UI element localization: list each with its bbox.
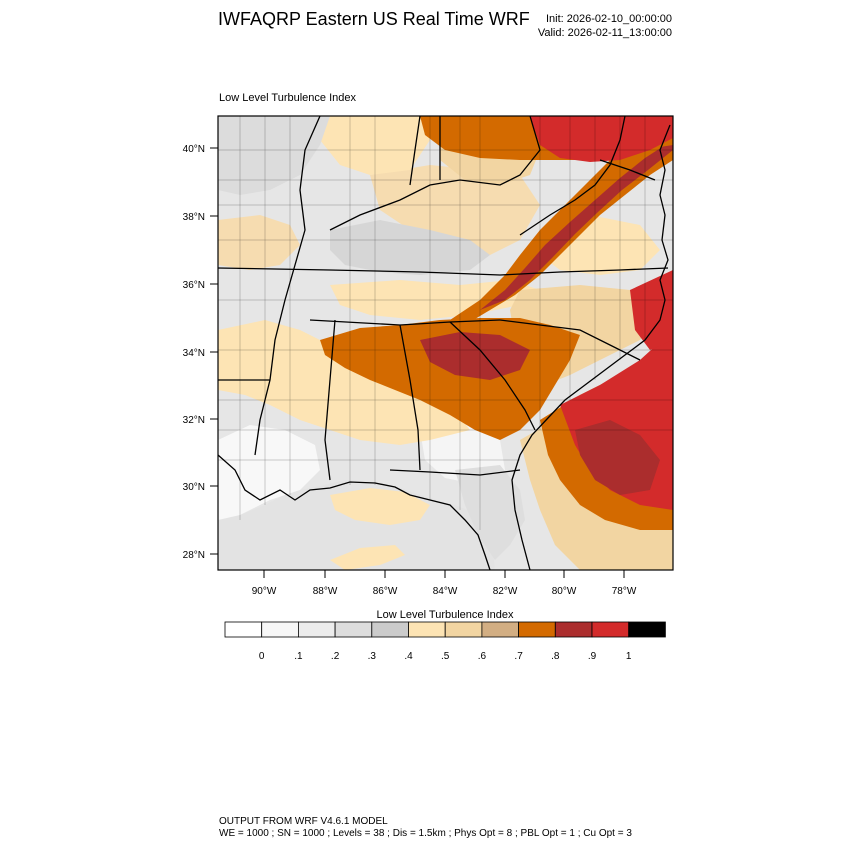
gray-zone-florida [455, 465, 525, 560]
border-al-ga [399, 324, 421, 471]
colorbar-label: .7 [514, 651, 523, 662]
lon-label-82: 82°W [493, 586, 518, 597]
colorbar-label: 1 [626, 651, 632, 662]
colorbar-label: .8 [551, 651, 560, 662]
white-zone-louisiana [218, 425, 320, 520]
colorbar-box [408, 621, 446, 638]
gulf-tan-patch [330, 488, 430, 525]
border-ga-fl [389, 469, 521, 476]
colorbar-box [554, 621, 593, 638]
colorbar-label: .9 [588, 651, 597, 662]
red-band-appalachians [480, 140, 673, 310]
colorbar-box [261, 621, 299, 638]
colorbar [224, 621, 666, 638]
footer-config-line: WE = 1000 ; SN = 1000 ; Levels = 38 ; Di… [219, 828, 632, 839]
colorbar-labels: 0 .1 .2 .3 .4 .5 .6 .7 .8 .9 1 [259, 651, 632, 662]
lat-label-34: 34°N [183, 348, 205, 359]
ocean-dark-red [575, 420, 660, 495]
tan-zone-kentucky [370, 165, 540, 255]
tan-zone-arkansas [218, 215, 300, 270]
colorbar-label: .1 [294, 651, 303, 662]
colorbar-box [518, 621, 556, 638]
lon-axis: 90°W 88°W 86°W 84°W 82°W 80°W 78°W [252, 570, 637, 597]
colorbar-box [297, 621, 336, 638]
gray-zone-kentucky-tn [330, 220, 490, 275]
lat-label-36: 36°N [183, 280, 205, 291]
lon-label-84: 84°W [433, 586, 458, 597]
footer-model-line: OUTPUT FROM WRF V4.6.1 MODEL [219, 816, 388, 827]
lon-label-90: 90°W [252, 586, 277, 597]
border-va-md [599, 159, 656, 181]
lat-label-28: 28°N [183, 550, 205, 561]
colorbar-box [371, 621, 409, 638]
lon-label-88: 88°W [313, 586, 338, 597]
border-tn-south [309, 319, 501, 326]
lat-label-40: 40°N [183, 144, 205, 155]
colorbar-label: .3 [368, 651, 377, 662]
gulf-water [218, 480, 495, 570]
lat-axis: 40°N 38°N 36°N 34°N 32°N 30°N 28°N [183, 144, 218, 561]
county-grid [218, 116, 673, 530]
coastline-gulf [218, 454, 491, 570]
lon-label-86: 86°W [373, 586, 398, 597]
gulf-tan-patch-south [330, 545, 405, 570]
gray-zone-northwest [218, 116, 330, 195]
valid-time: Valid: 2026-02-11_13:00:00 [537, 27, 672, 39]
colorbar-label: .2 [331, 651, 340, 662]
colorbar-label: .5 [441, 651, 450, 662]
colorbar-title: Low Level Turbulence Index [377, 609, 514, 621]
map-area [218, 116, 673, 570]
colorbar-box [628, 621, 666, 638]
lat-label-38: 38°N [183, 212, 205, 223]
init-time: Init: 2026-02-10_00:00:00 [546, 13, 672, 25]
red-zone-northeast [530, 116, 673, 162]
red-zone-carolinas [420, 332, 530, 380]
lat-label-30: 30°N [183, 482, 205, 493]
lon-label-78: 78°W [612, 586, 637, 597]
lon-label-80: 80°W [552, 586, 577, 597]
colorbar-label: .4 [404, 651, 413, 662]
colorbar-box [334, 621, 373, 638]
colorbar-box [224, 621, 263, 638]
colorbar-box [591, 621, 630, 638]
colorbar-label: .6 [478, 651, 487, 662]
colorbar-box [444, 621, 483, 638]
border-ga-sc [449, 321, 536, 431]
panel-title: Low Level Turbulence Index [219, 92, 356, 104]
lat-label-32: 32°N [183, 415, 205, 426]
map-title: IWFAQRP Eastern US Real Time WRF [218, 9, 530, 29]
orange-band-appalachians [450, 120, 673, 322]
tan-zone-midsouth [218, 320, 470, 445]
colorbar-box [481, 621, 519, 638]
colorbar-label: 0 [259, 651, 265, 662]
